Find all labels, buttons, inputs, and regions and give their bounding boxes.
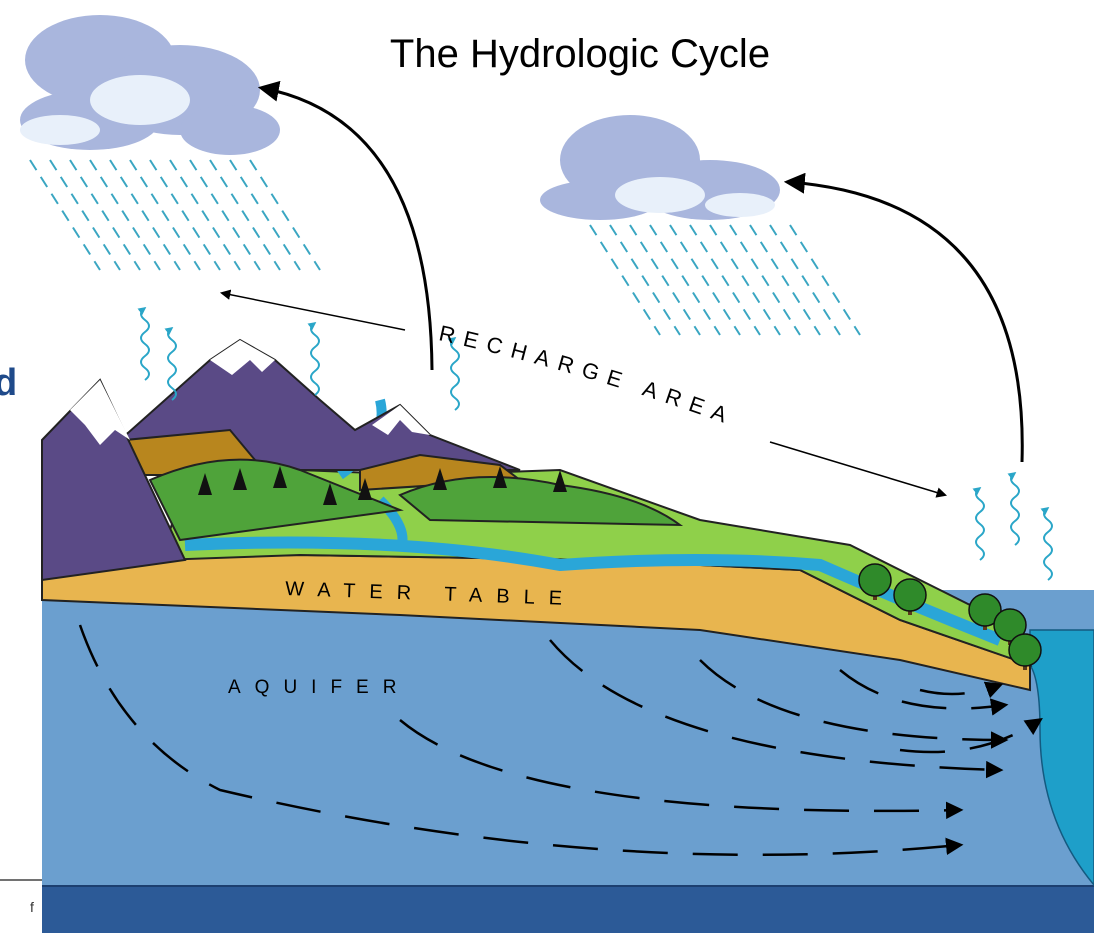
canopy — [858, 563, 892, 597]
vapor-squiggle — [447, 337, 460, 411]
vapor-squiggle — [1040, 507, 1053, 581]
rain-streak — [49, 159, 121, 271]
cloud — [540, 115, 780, 220]
rain-streak — [589, 224, 661, 336]
vapor-squiggle — [972, 487, 985, 561]
rain-streak — [769, 224, 841, 336]
edge-fragment: f — [30, 899, 34, 915]
conifer — [493, 466, 507, 488]
rain-streak — [609, 224, 681, 336]
rain-streak — [129, 159, 201, 271]
vapor-squiggle — [137, 307, 150, 381]
rain-streak — [749, 224, 821, 336]
rain-streak — [669, 224, 741, 336]
groundwater-flow — [78, 624, 1043, 857]
vapor-squiggle — [1007, 472, 1020, 546]
flow-arrow — [549, 639, 1004, 779]
canopy — [968, 593, 1002, 627]
rain-streak — [89, 159, 161, 271]
rain-streak — [169, 159, 241, 271]
rain-streak — [209, 159, 281, 271]
conifer — [323, 483, 337, 505]
evaporation — [137, 307, 1053, 581]
flow-arrow — [78, 624, 964, 857]
rain — [29, 159, 861, 336]
aquifer-label: AQUIFER — [228, 677, 410, 698]
hill — [148, 458, 404, 542]
conifer — [233, 468, 247, 490]
flow-arrow — [899, 718, 1043, 754]
evaporation-arrow — [257, 80, 434, 371]
conifer — [358, 478, 372, 500]
conifer — [553, 470, 567, 492]
rain-streak — [149, 159, 221, 271]
evaporation-arrow — [783, 172, 1024, 463]
rain-streak — [249, 159, 321, 271]
rain-streak — [109, 159, 181, 271]
flow-arrow — [769, 441, 948, 498]
conifer — [433, 468, 447, 490]
conifer — [273, 466, 287, 488]
flow-arrow — [839, 669, 1009, 716]
snowcap — [210, 340, 430, 435]
bedrock — [42, 885, 1094, 933]
rain-streak — [29, 159, 101, 271]
sea — [1029, 629, 1094, 887]
rain-streak — [729, 224, 801, 336]
trees — [198, 466, 1042, 670]
flow-arrow — [399, 719, 964, 820]
cloud — [20, 15, 280, 155]
canopy — [1008, 633, 1042, 667]
title: The Hydrologic Cycle — [390, 32, 770, 76]
canopy — [893, 578, 927, 612]
rain-streak — [189, 159, 261, 271]
river — [184, 536, 1003, 646]
canopy — [993, 608, 1027, 642]
rain-streak — [229, 159, 301, 271]
vapor-squiggle — [307, 322, 320, 396]
rain-streak — [649, 224, 721, 336]
vapor-squiggle — [164, 327, 177, 401]
rain-streak — [689, 224, 761, 336]
flow-arrow — [699, 659, 1009, 749]
rain-streak — [709, 224, 781, 336]
snowcap — [70, 380, 130, 445]
rain-streak — [789, 224, 861, 336]
edge-fragment: d — [0, 362, 17, 404]
flow-arrow — [219, 289, 406, 331]
conifer — [198, 473, 212, 495]
rain-streak — [69, 159, 141, 271]
rain-streak — [629, 224, 701, 336]
flow-arrow — [919, 681, 1004, 699]
